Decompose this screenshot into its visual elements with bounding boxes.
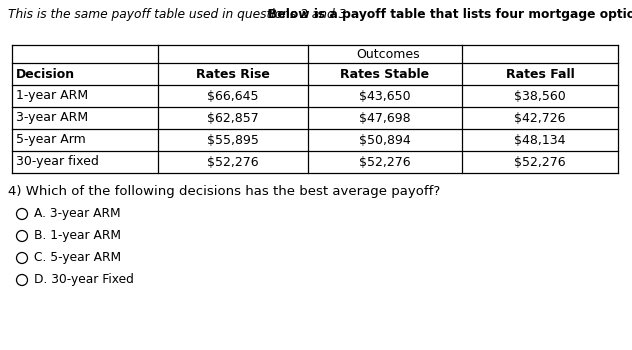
Text: Rates Stable: Rates Stable bbox=[341, 68, 430, 80]
Text: $52,276: $52,276 bbox=[359, 155, 411, 168]
Text: $50,894: $50,894 bbox=[359, 133, 411, 147]
Text: 30-year fixed: 30-year fixed bbox=[16, 155, 99, 168]
Text: Outcomes: Outcomes bbox=[356, 48, 420, 61]
Text: Decision: Decision bbox=[16, 68, 75, 80]
Text: $52,276: $52,276 bbox=[514, 155, 566, 168]
Text: $42,726: $42,726 bbox=[514, 112, 566, 125]
Text: $52,276: $52,276 bbox=[207, 155, 259, 168]
Text: $66,645: $66,645 bbox=[207, 90, 258, 103]
Text: 4) Which of the following decisions has the best average payoff?: 4) Which of the following decisions has … bbox=[8, 185, 441, 198]
Text: D. 30-year Fixed: D. 30-year Fixed bbox=[34, 273, 134, 287]
Text: Below is a payoff table that lists four mortgage options:: Below is a payoff table that lists four … bbox=[268, 8, 632, 21]
Text: This is the same payoff table used in questions 2 and 3.: This is the same payoff table used in qu… bbox=[8, 8, 354, 21]
Text: $48,134: $48,134 bbox=[514, 133, 566, 147]
Text: $47,698: $47,698 bbox=[359, 112, 411, 125]
Text: $55,895: $55,895 bbox=[207, 133, 259, 147]
Text: $43,650: $43,650 bbox=[359, 90, 411, 103]
Text: Rates Rise: Rates Rise bbox=[196, 68, 270, 80]
Text: $62,857: $62,857 bbox=[207, 112, 259, 125]
Text: $38,560: $38,560 bbox=[514, 90, 566, 103]
Text: 3-year ARM: 3-year ARM bbox=[16, 112, 88, 125]
Text: 1-year ARM: 1-year ARM bbox=[16, 90, 88, 103]
Text: B. 1-year ARM: B. 1-year ARM bbox=[34, 230, 121, 243]
Text: A. 3-year ARM: A. 3-year ARM bbox=[34, 208, 121, 220]
Text: 5-year Arm: 5-year Arm bbox=[16, 133, 86, 147]
Text: Rates Fall: Rates Fall bbox=[506, 68, 574, 80]
Text: C. 5-year ARM: C. 5-year ARM bbox=[34, 252, 121, 265]
